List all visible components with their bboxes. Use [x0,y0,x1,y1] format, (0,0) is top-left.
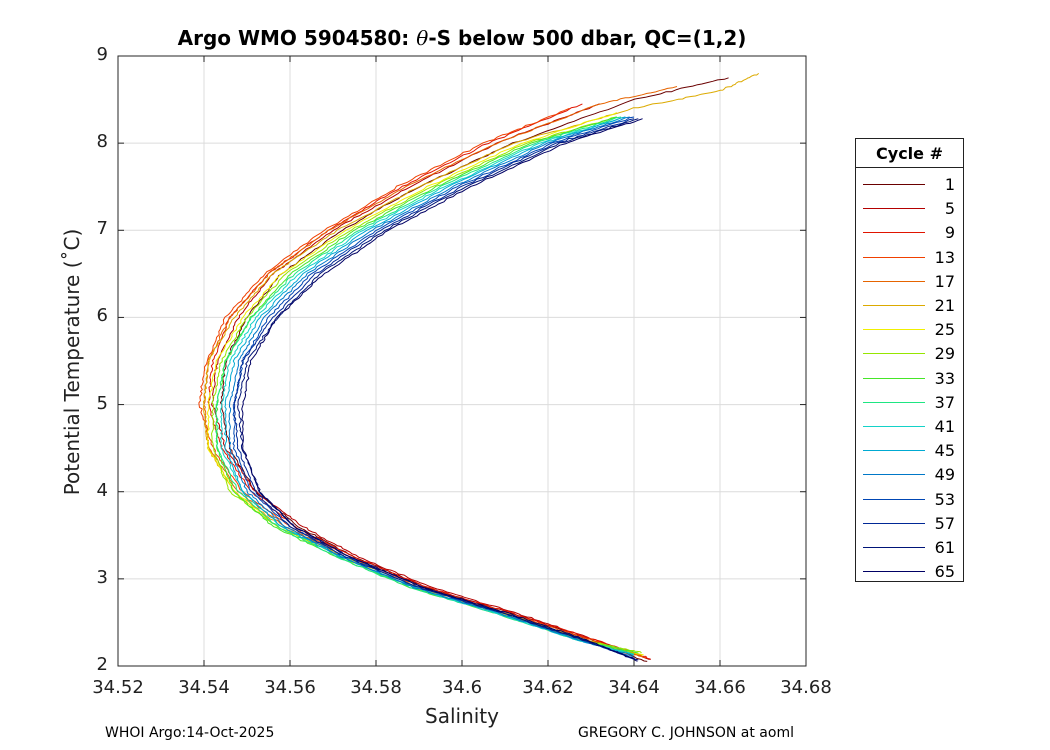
legend-item: 25 [856,318,963,342]
legend-label: 49 [934,465,955,485]
series-line-cycle-61 [237,118,639,661]
legend-label: 33 [934,368,955,388]
legend-swatch [863,498,925,500]
legend-label: 1 [944,175,955,194]
legend-label: 61 [934,538,955,557]
y-tick-label: 9 [96,44,108,65]
legend-swatch [863,256,925,258]
x-axis-label: Salinity [425,704,499,728]
series-line-cycle-65 [241,118,643,662]
legend-item: 17 [856,270,963,294]
series-line-cycle-57 [233,118,635,661]
x-tick-label: 34.68 [780,677,832,698]
x-tick-label: 34.66 [694,677,746,698]
y-tick-label: 5 [96,392,108,414]
x-tick-label: 34.58 [350,677,402,698]
legend-swatch [863,377,925,379]
legend-swatch [863,305,925,306]
series-line-cycle-49 [228,116,634,658]
x-tick-label: 34.62 [522,677,574,698]
series-line-cycle-41 [219,116,635,656]
y-tick-label: 3 [96,566,108,588]
legend-swatch [863,401,925,403]
y-tick-label: 8 [96,131,108,153]
legend-label: 17 [934,271,955,291]
tick-marks [117,55,807,667]
y-tick-label: 2 [96,654,108,675]
legend-item: 5 [856,197,963,221]
legend-swatch [863,208,925,210]
legend-item: 33 [856,367,963,391]
y-tick-label: 6 [96,305,108,327]
y-tick-label: 4 [96,479,108,501]
legend-label: 65 [934,562,955,582]
footer-left: WHOI Argo:14-Oct-2025 [105,725,275,741]
y-axis-label: Potential Temperature (˚C) [60,228,84,496]
legend-item: 1 [856,173,963,197]
legend-label: 57 [934,513,955,533]
legend-item: 45 [856,439,963,463]
legend-swatch [863,522,925,524]
legend-label: 29 [934,344,955,364]
chart-title: Argo WMO 5904580: θ-S below 500 dbar, QC… [177,26,747,50]
footer-right: GREGORY C. JOHNSON at aoml [578,725,794,741]
legend-swatch [863,184,925,185]
legend-label: 41 [934,417,955,436]
series-line-cycle-5 [211,103,651,660]
legend-item: 37 [856,391,963,415]
legend-item: 13 [856,246,963,270]
legend-label: 13 [934,247,955,267]
x-tick-label: 34.52 [92,677,144,698]
legend-title: Cycle # [856,139,963,168]
y-tick-label: 7 [96,218,108,240]
legend-swatch [863,426,925,427]
series-line-cycle-9 [207,103,651,660]
x-tick-label: 34.64 [608,677,660,698]
legend-item: 41 [856,415,963,439]
x-tick-label: 34.54 [178,677,230,698]
theta-symbol: θ [416,26,429,50]
legend-item: 49 [856,463,963,487]
legend-swatch [863,450,925,452]
legend-label: 37 [934,392,955,412]
legend-swatch [863,474,925,476]
legend-item: 53 [856,488,963,512]
legend-label: 9 [944,223,955,243]
x-tick-label: 34.56 [264,677,316,698]
legend-swatch [863,232,925,234]
legend: Cycle # 1 5 9 13 17 21 25 29 33 37 41 45 49 53 57 61 65 [855,138,964,582]
legend-label: 45 [934,441,955,461]
series-group [198,73,760,662]
legend-label: 53 [934,489,955,509]
legend-swatch [863,329,925,331]
legend-swatch [863,353,925,355]
legend-label: 5 [944,199,955,219]
legend-label: 21 [934,296,955,315]
legend-item: 65 [856,560,963,584]
legend-item: 21 [856,294,963,318]
legend-label: 25 [934,320,955,340]
legend-item: 61 [856,536,963,560]
legend-swatch [863,280,925,282]
x-tick-label: 34.6 [441,677,483,698]
legend-swatch [863,547,925,548]
legend-item: 9 [856,221,963,245]
legend-item: 29 [856,342,963,366]
legend-swatch [863,571,925,573]
legend-item: 57 [856,512,963,536]
